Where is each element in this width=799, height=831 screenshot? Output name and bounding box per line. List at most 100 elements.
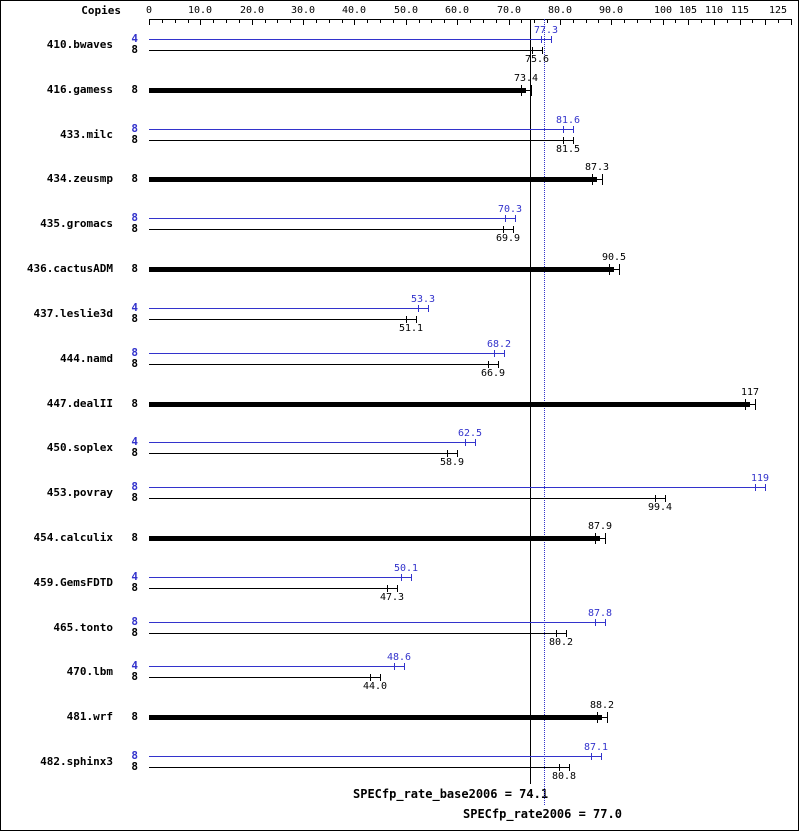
axis-minor-tick xyxy=(239,20,240,23)
error-bar-cap xyxy=(563,126,564,133)
axis-major-tick xyxy=(688,20,689,25)
bar-value-label: 80.2 xyxy=(548,637,574,648)
bar-peak xyxy=(149,487,760,488)
bar-value-label: 69.9 xyxy=(495,233,521,244)
axis-major-tick xyxy=(303,20,304,25)
error-bar xyxy=(745,404,756,405)
error-bar xyxy=(370,677,381,678)
bar-peak xyxy=(149,756,596,757)
bar-peak xyxy=(149,218,510,219)
error-bar xyxy=(488,364,499,365)
axis-minor-tick xyxy=(534,20,535,23)
error-bar-cap xyxy=(531,85,532,96)
error-bar-cap xyxy=(505,215,506,222)
axis-minor-tick xyxy=(265,20,266,23)
bar-value-label: 87.1 xyxy=(583,742,609,753)
error-bar-cap xyxy=(397,585,398,592)
bar-value-label: 47.3 xyxy=(379,592,405,603)
error-bar xyxy=(563,129,574,130)
axis-major-tick xyxy=(509,20,510,25)
benchmark-label: 437.leslie3d xyxy=(33,306,113,320)
bar-peak xyxy=(149,666,399,667)
error-bar-cap xyxy=(573,126,574,133)
error-bar xyxy=(406,319,417,320)
axis-tick-label: 20.0 xyxy=(239,5,265,16)
benchmark-label: 470.lbm xyxy=(66,665,113,679)
copies-value: 8 xyxy=(131,357,138,370)
axis-major-tick xyxy=(200,20,201,25)
bar-base xyxy=(149,767,564,768)
axis-minor-tick xyxy=(393,20,394,23)
benchmark-label: 416.gamess xyxy=(46,82,113,96)
peak-score-label: SPECfp_rate2006 = 77.0 xyxy=(463,807,622,821)
error-bar-cap xyxy=(503,226,504,233)
error-bar xyxy=(541,39,552,40)
error-bar-cap xyxy=(595,533,596,544)
axis-minor-tick xyxy=(226,20,227,23)
error-bar-cap xyxy=(595,619,596,626)
bar-value-label: 80.8 xyxy=(551,771,577,782)
error-bar xyxy=(505,218,516,219)
bar-base xyxy=(149,50,537,51)
copies-value: 8 xyxy=(131,122,138,135)
bar-base xyxy=(149,88,526,93)
error-bar-cap xyxy=(563,137,564,144)
copies-value: 4 xyxy=(131,659,138,672)
error-bar-cap xyxy=(566,630,567,637)
bar-value-label: 81.5 xyxy=(555,144,581,155)
error-bar xyxy=(559,767,570,768)
bar-value-label: 48.6 xyxy=(386,652,412,663)
benchmark-label: 481.wrf xyxy=(66,710,113,724)
error-bar-cap xyxy=(498,361,499,368)
axis-minor-tick xyxy=(188,20,189,23)
bar-peak xyxy=(149,577,406,578)
error-bar-cap xyxy=(488,361,489,368)
axis-minor-tick xyxy=(316,20,317,23)
peak-reference-line xyxy=(544,19,545,805)
axis-minor-tick xyxy=(277,20,278,23)
error-bar-cap xyxy=(515,215,516,222)
benchmark-label: 435.gromacs xyxy=(40,217,113,231)
bar-base xyxy=(149,633,561,634)
copies-value: 8 xyxy=(131,670,138,683)
error-bar-cap xyxy=(411,574,412,581)
axis-minor-tick xyxy=(431,20,432,23)
error-bar-cap xyxy=(602,174,603,185)
bar-base xyxy=(149,536,600,541)
axis-minor-tick xyxy=(329,20,330,23)
bar-value-label: 53.3 xyxy=(410,294,436,305)
copies-value: 8 xyxy=(131,626,138,639)
copies-value: 8 xyxy=(131,133,138,146)
error-bar-cap xyxy=(745,399,746,410)
error-bar-cap xyxy=(370,674,371,681)
error-bar-cap xyxy=(665,495,666,502)
copies-value: 8 xyxy=(131,760,138,773)
bar-base xyxy=(149,267,614,272)
axis-minor-tick xyxy=(573,20,574,23)
copies-value: 8 xyxy=(131,615,138,628)
bar-value-label: 88.2 xyxy=(589,700,615,711)
error-bar-cap xyxy=(428,305,429,312)
copies-value: 8 xyxy=(131,446,138,459)
benchmark-label: 444.namd xyxy=(60,351,113,365)
error-bar-cap xyxy=(556,630,557,637)
error-bar xyxy=(387,588,398,589)
x-axis-line xyxy=(149,19,792,20)
error-bar-cap xyxy=(592,174,593,185)
axis-minor-tick xyxy=(496,20,497,23)
benchmark-label: 410.bwaves xyxy=(46,38,113,51)
error-bar xyxy=(592,179,603,180)
bar-base xyxy=(149,177,597,182)
error-bar xyxy=(595,538,606,539)
axis-tick-label: 60.0 xyxy=(444,5,470,16)
benchmark-label: 436.cactusADM xyxy=(26,262,113,276)
error-bar xyxy=(595,622,606,623)
bar-value-label: 44.0 xyxy=(362,681,388,692)
base-score-label: SPECfp_rate_base2006 = 74.1 xyxy=(353,787,549,801)
error-bar-cap xyxy=(755,484,756,491)
error-bar xyxy=(609,269,620,270)
bar-base xyxy=(149,677,375,678)
bar-peak xyxy=(149,353,499,354)
error-bar-cap xyxy=(591,753,592,760)
bar-base xyxy=(149,229,508,230)
